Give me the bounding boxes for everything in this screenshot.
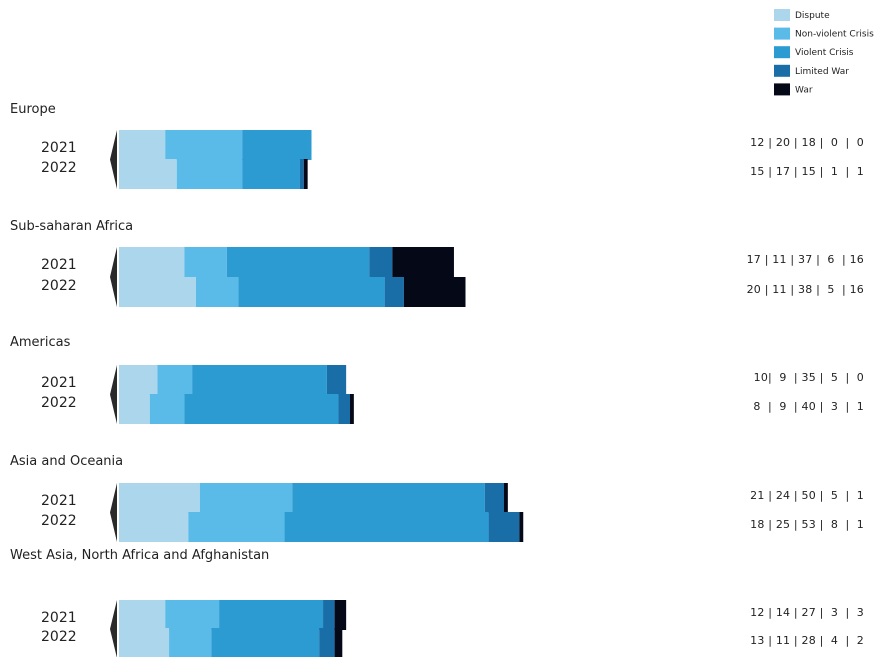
row-bracket: [110, 600, 117, 657]
legend-label: Non-violent Crisis: [795, 30, 874, 40]
region-group: Sub-saharan Africa 2021 17 | 11 | 37 | 6 |…: [10, 219, 864, 307]
year-label: 2021: [41, 375, 77, 391]
legend-label: Dispute: [795, 11, 830, 21]
legend-swatch-non-violent-crisis: [774, 27, 790, 40]
year-label: 2021: [41, 257, 77, 273]
value-label: 17 | 11 | 37 | 6 | 16: [747, 253, 864, 266]
row-bracket: [110, 365, 117, 424]
value-label: 12 | 14 | 27 | 3 | 3: [750, 606, 864, 619]
bar-segment-limited-war: [384, 277, 404, 307]
bar-segment-violent-crisis: [184, 394, 339, 424]
bar-segment-war: [303, 159, 308, 189]
bar-segment-non-violent-crisis: [165, 600, 220, 630]
bar-segment-non-violent-crisis: [176, 159, 243, 189]
bar-segment-limited-war: [484, 483, 504, 513]
year-label: 2022: [41, 395, 77, 411]
bar-segment-non-violent-crisis: [149, 394, 185, 424]
value-label: 20 | 11 | 38 | 5 | 16: [747, 283, 864, 296]
legend-label: War: [795, 85, 813, 95]
bar-segment-non-violent-crisis: [184, 247, 227, 277]
region-group: West Asia, North Africa and Afghanistan 2…: [10, 548, 864, 657]
bar-segment-war: [519, 512, 524, 542]
region-group: Europe 2021 12 | 20 | 18 | 0 | 0 2022 15 | 1…: [10, 102, 864, 189]
bar-segment-war: [403, 277, 466, 307]
bar-segment-dispute: [119, 394, 150, 424]
region-title: Americas: [10, 335, 71, 350]
region-group: Asia and Oceania 2021 21 | 24 | 50 | 5 | 1…: [10, 454, 864, 542]
bar-segment-limited-war: [323, 600, 335, 630]
bar-segment-limited-war: [369, 247, 393, 277]
bar-segment-violent-crisis: [242, 130, 312, 160]
bar-segment-limited-war: [299, 159, 304, 189]
bar-segment-violent-crisis: [284, 512, 489, 542]
legend-label: Violent Crisis: [795, 48, 854, 58]
year-label: 2022: [41, 629, 77, 645]
legend: Dispute Non-violent Crisis Violent Crisis L…: [774, 9, 874, 96]
bar-segment-non-violent-crisis: [188, 512, 285, 542]
bar-segment-non-violent-crisis: [165, 130, 243, 160]
bar-segment-dispute: [119, 159, 177, 189]
region-title: Asia and Oceania: [10, 454, 123, 469]
value-label: 15 | 17 | 15 | 1 | 1: [750, 165, 864, 178]
year-label: 2022: [41, 278, 77, 294]
region-group: Americas 2021 10| 9 | 35 | 5 | 0 2022 8 | 9 …: [10, 335, 864, 424]
region-title: Sub-saharan Africa: [10, 219, 133, 234]
bar-segment-dispute: [119, 600, 166, 630]
year-label: 2022: [41, 513, 77, 529]
value-label: 18 | 25 | 53 | 8 | 1: [750, 518, 864, 531]
bar-segment-dispute: [119, 512, 189, 542]
value-label: 12 | 20 | 18 | 0 | 0: [750, 136, 864, 149]
value-label: 10| 9 | 35 | 5 | 0: [754, 371, 864, 384]
legend-swatch-dispute: [774, 9, 790, 21]
bar-segment-limited-war: [319, 628, 335, 657]
legend-swatch-war: [774, 83, 790, 96]
bar-segment-dispute: [119, 277, 196, 307]
bar-segment-dispute: [119, 130, 166, 160]
bar-segment-war: [392, 247, 454, 277]
bar-segment-war: [350, 394, 354, 424]
bar-segment-non-violent-crisis: [196, 277, 239, 307]
value-label: 13 | 11 | 28 | 4 | 2: [750, 634, 864, 647]
row-bracket: [110, 483, 117, 542]
bar-segment-violent-crisis: [242, 159, 300, 189]
bar-segment-dispute: [119, 247, 185, 277]
bar-segment-non-violent-crisis: [157, 365, 193, 395]
bar-segment-violent-crisis: [192, 365, 327, 395]
bar-segment-war: [504, 483, 508, 513]
bar-segment-limited-war: [488, 512, 520, 542]
bar-segment-limited-war: [338, 394, 350, 424]
bar-segment-violent-crisis: [238, 277, 385, 307]
year-label: 2021: [41, 610, 77, 626]
bar-segment-violent-crisis: [219, 600, 324, 630]
legend-label: Limited War: [795, 67, 849, 77]
bar-segment-dispute: [119, 628, 170, 657]
value-label: 8 | 9 | 40 | 3 | 1: [753, 400, 864, 413]
bar-segment-limited-war: [326, 365, 347, 395]
year-label: 2022: [41, 160, 77, 176]
bar-segment-non-violent-crisis: [169, 628, 212, 657]
bar-segment-dispute: [119, 483, 200, 513]
bar-segment-war: [334, 628, 343, 657]
bar-segment-violent-crisis: [211, 628, 320, 657]
year-label: 2021: [41, 493, 77, 509]
legend-swatch-limited-war: [774, 64, 790, 77]
region-title: West Asia, North Africa and Afghanistan: [10, 548, 269, 563]
bar-segment-violent-crisis: [292, 483, 485, 513]
bar-segment-violent-crisis: [226, 247, 370, 277]
legend-swatch-violent-crisis: [774, 46, 790, 59]
year-label: 2021: [41, 140, 77, 156]
region-title: Europe: [10, 102, 56, 117]
bar-segment-dispute: [119, 365, 158, 395]
bar-segment-war: [334, 600, 347, 630]
row-bracket: [110, 247, 117, 307]
value-label: 21 | 24 | 50 | 5 | 1: [750, 489, 864, 502]
row-bracket: [110, 130, 117, 189]
bar-segment-non-violent-crisis: [199, 483, 293, 513]
